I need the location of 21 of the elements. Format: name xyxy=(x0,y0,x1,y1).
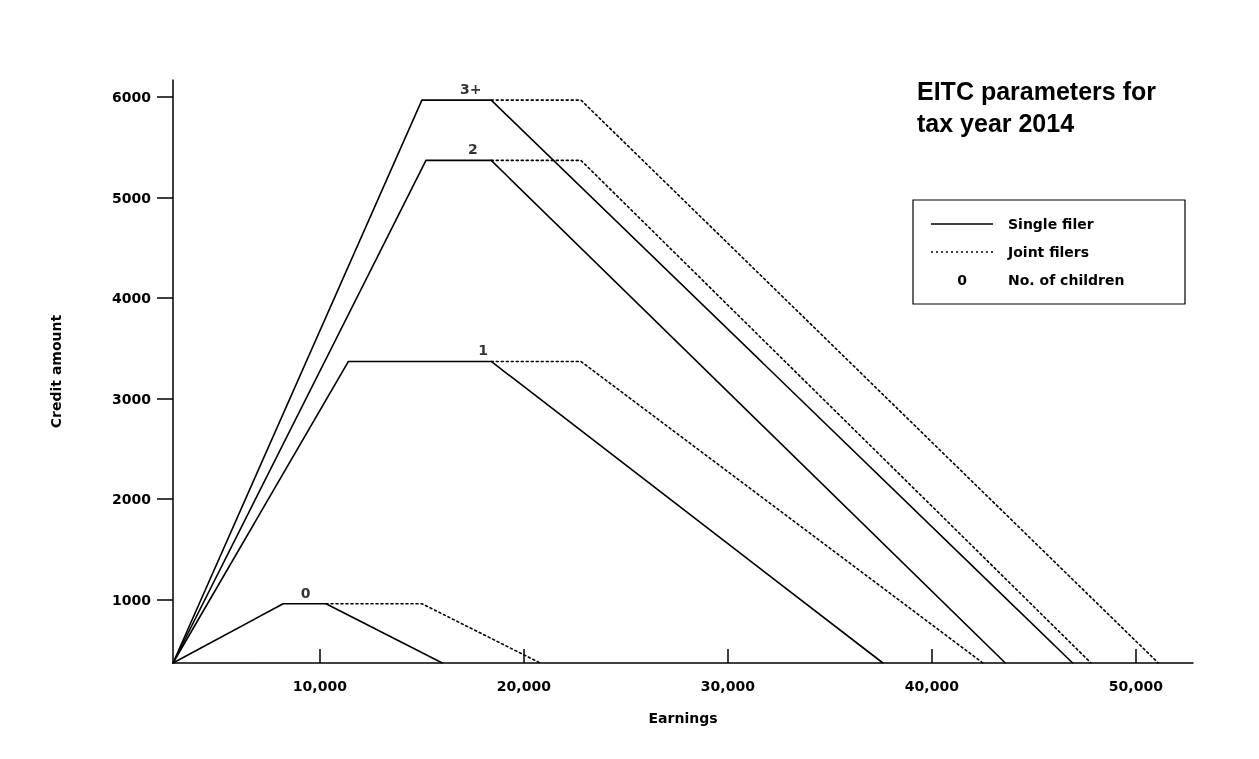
annotation: 2 xyxy=(468,141,478,158)
legend-label: Single filer xyxy=(1008,216,1094,232)
text: EITC parameters for tax year 2014 xyxy=(917,77,1163,137)
annotation: 3+ xyxy=(460,81,482,98)
x-tick-label: 40,000 xyxy=(904,678,960,694)
y-tick-label: 5000 xyxy=(112,189,152,206)
text: 0 No. of children xyxy=(957,272,1125,288)
y-tick-label: 3000 xyxy=(112,390,152,407)
y-tick-label: 2000 xyxy=(112,491,152,508)
y-tick-label: 6000 xyxy=(112,89,152,106)
y-tick-label: 4000 xyxy=(112,290,152,307)
annotation: 0 xyxy=(300,584,311,601)
x-tick-label: 50,000 xyxy=(1108,678,1164,694)
x-tick-label: 30,000 xyxy=(700,678,756,694)
x-tick-label: 20,000 xyxy=(496,678,552,694)
y-tick-label: 1000 xyxy=(112,591,152,608)
x-axis-title: Earnings xyxy=(648,710,718,726)
annotation: 1 xyxy=(478,342,488,359)
x-tick-label: 10,000 xyxy=(292,678,348,694)
y-axis-title: Credit amount xyxy=(48,314,64,429)
legend-label: Joint filers xyxy=(1007,244,1090,260)
